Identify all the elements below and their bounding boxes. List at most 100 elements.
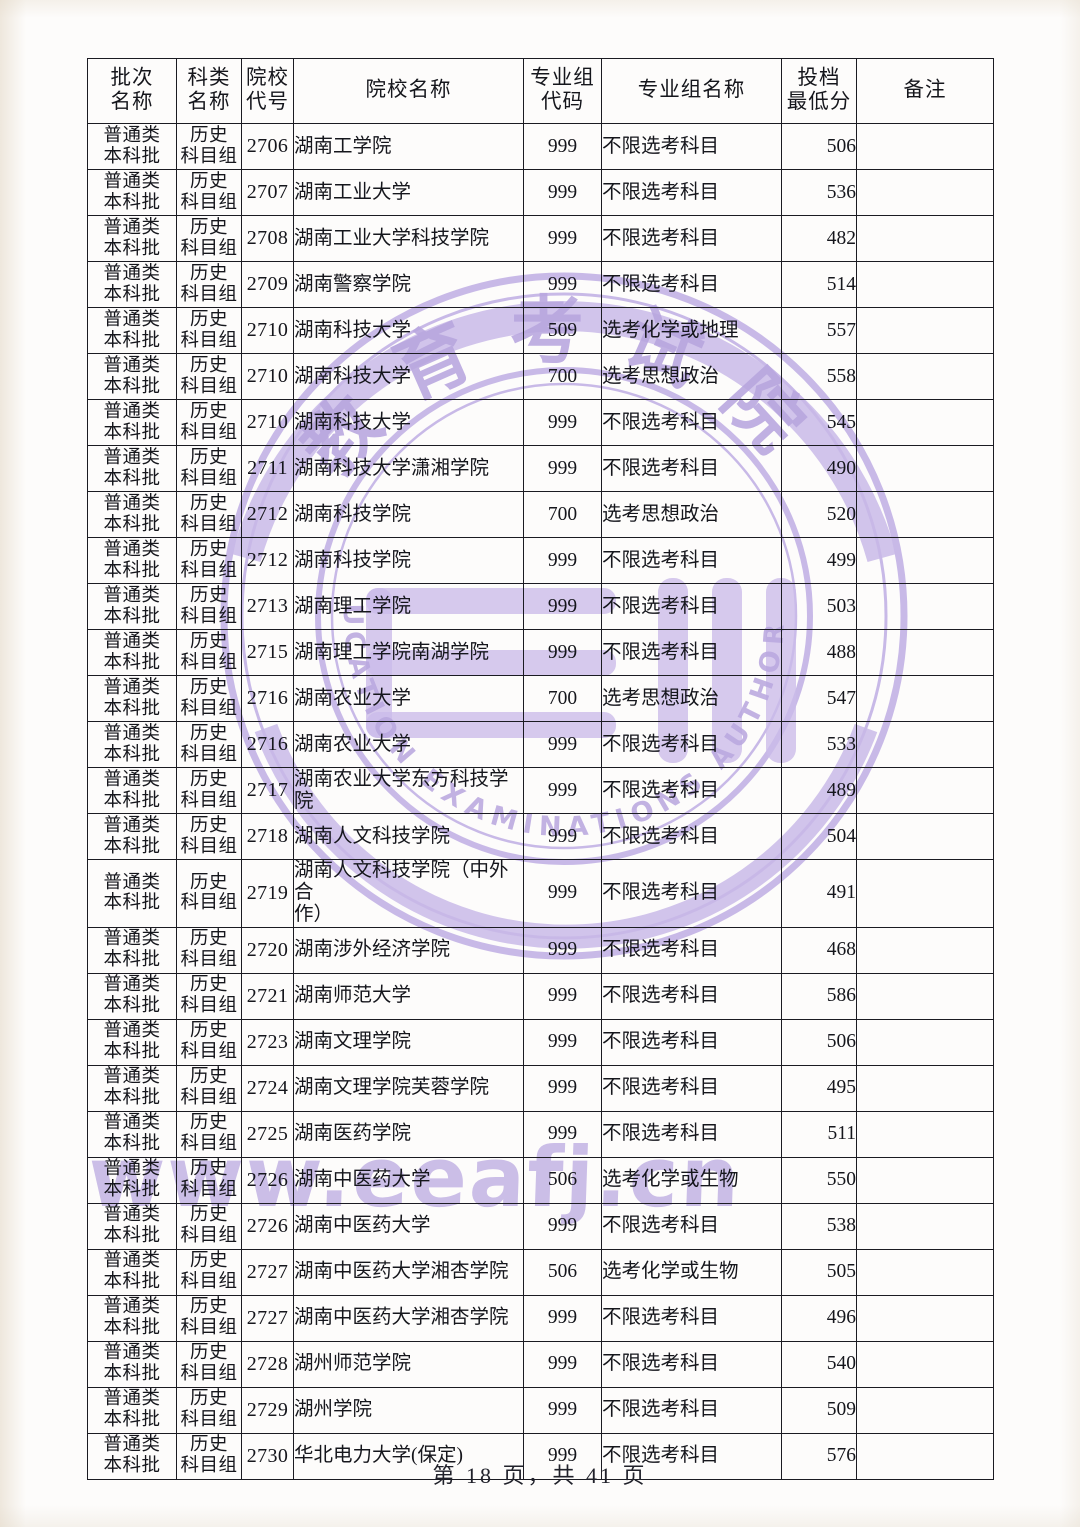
table-row: 普通类 本科批 历史 科目组 2712 湖南科技学院 999 不限选考科目 499 xyxy=(87,537,994,584)
cell-school-code: 2706 xyxy=(241,123,294,170)
cell-school-code: 2712 xyxy=(241,537,294,584)
cell-batch-name: 普通类 本科批 xyxy=(87,1294,177,1342)
col-header-school-code: 院校 代号 xyxy=(241,58,294,124)
cell-remarks xyxy=(856,169,994,216)
cell-major-group-name: 不限选考科目 xyxy=(601,1110,782,1158)
cell-batch-name: 普通类 本科批 xyxy=(87,1248,177,1296)
cell-remarks xyxy=(856,1064,994,1112)
cell-subject-name: 历史 科目组 xyxy=(176,675,242,722)
cell-major-group-code: 999 xyxy=(523,399,602,446)
col-header-major-group-code: 专业组 代码 xyxy=(523,58,602,124)
cell-min-score: 495 xyxy=(781,1064,857,1112)
admission-score-table: 批次 名称 科类 名称 院校 代号 院校名称 专业组 代码 xyxy=(87,58,994,1480)
cell-batch-name: 普通类 本科批 xyxy=(87,353,177,400)
cell-school-code: 2721 xyxy=(241,972,294,1020)
cell-min-score: 506 xyxy=(781,123,857,170)
cell-subject-name: 历史 科目组 xyxy=(176,491,242,538)
cell-subject-name: 历史 科目组 xyxy=(176,169,242,216)
table-row: 普通类 本科批 历史 科目组 2710 湖南科技大学 999 不限选考科目 545 xyxy=(87,399,994,446)
table-row: 普通类 本科批 历史 科目组 2717 湖南农业大学东方科技学院 999 不限选考科目 489 xyxy=(87,767,994,814)
cell-subject-name: 历史 科目组 xyxy=(176,1018,242,1066)
cell-school-name: 湖南师范大学 xyxy=(293,972,524,1020)
cell-batch-name: 普通类 本科批 xyxy=(87,583,177,630)
cell-min-score: 547 xyxy=(781,675,857,722)
cell-school-code: 2718 xyxy=(241,813,294,860)
cell-major-group-code: 999 xyxy=(523,123,602,170)
cell-subject-name: 历史 科目组 xyxy=(176,1156,242,1204)
table-row: 普通类 本科批 历史 科目组 2716 湖南农业大学 700 选考思想政治 547 xyxy=(87,675,994,722)
cell-school-name: 湖南农业大学 xyxy=(293,675,524,722)
cell-remarks xyxy=(856,353,994,400)
table-body: 普通类 本科批 历史 科目组 2706 湖南工学院 999 不限选考科目 506 普通类 本科批 历史… xyxy=(87,123,994,1480)
col-header-remarks: 备注 xyxy=(856,58,994,124)
cell-remarks xyxy=(856,1156,994,1204)
table-header: 批次 名称 科类 名称 院校 代号 院校名称 专业组 代码 xyxy=(87,58,994,124)
cell-major-group-code: 999 xyxy=(523,1386,602,1434)
cell-min-score: 506 xyxy=(781,1018,857,1066)
cell-subject-name: 历史 科目组 xyxy=(176,859,242,928)
cell-major-group-name: 不限选考科目 xyxy=(601,721,782,768)
cell-subject-name: 历史 科目组 xyxy=(176,537,242,584)
cell-school-name: 湖南科技大学 xyxy=(293,353,524,400)
cell-batch-name: 普通类 本科批 xyxy=(87,261,177,308)
cell-min-score: 499 xyxy=(781,537,857,584)
cell-min-score: 482 xyxy=(781,215,857,262)
score-table-container: 批次 名称 科类 名称 院校 代号 院校名称 专业组 代码 xyxy=(87,58,994,1480)
cell-major-group-name: 不限选考科目 xyxy=(601,1340,782,1388)
table-row: 普通类 本科批 历史 科目组 2712 湖南科技学院 700 选考思想政治 520 xyxy=(87,491,994,538)
cell-subject-name: 历史 科目组 xyxy=(176,261,242,308)
cell-major-group-code: 999 xyxy=(523,721,602,768)
cell-major-group-name: 选考化学或生物 xyxy=(601,1248,782,1296)
cell-major-group-code: 999 xyxy=(523,1340,602,1388)
cell-major-group-name: 不限选考科目 xyxy=(601,972,782,1020)
cell-major-group-name: 不限选考科目 xyxy=(601,813,782,860)
cell-batch-name: 普通类 本科批 xyxy=(87,537,177,584)
cell-school-name: 湖南警察学院 xyxy=(293,261,524,308)
cell-batch-name: 普通类 本科批 xyxy=(87,307,177,354)
cell-batch-name: 普通类 本科批 xyxy=(87,721,177,768)
cell-min-score: 489 xyxy=(781,767,857,814)
cell-remarks xyxy=(856,261,994,308)
cell-remarks xyxy=(856,721,994,768)
cell-remarks xyxy=(856,1110,994,1158)
cell-subject-name: 历史 科目组 xyxy=(176,1110,242,1158)
cell-remarks xyxy=(856,926,994,974)
cell-min-score: 504 xyxy=(781,813,857,860)
cell-school-name: 湖州学院 xyxy=(293,1386,524,1434)
table-row: 普通类 本科批 历史 科目组 2725 湖南医药学院 999 不限选考科目 511 xyxy=(87,1110,994,1158)
cell-subject-name: 历史 科目组 xyxy=(176,1064,242,1112)
cell-remarks xyxy=(856,813,994,860)
cell-school-code: 2726 xyxy=(241,1202,294,1250)
cell-major-group-name: 不限选考科目 xyxy=(601,629,782,676)
cell-major-group-code: 999 xyxy=(523,537,602,584)
cell-min-score: 491 xyxy=(781,859,857,928)
cell-school-code: 2725 xyxy=(241,1110,294,1158)
cell-batch-name: 普通类 本科批 xyxy=(87,1386,177,1434)
cell-min-score: 536 xyxy=(781,169,857,216)
cell-school-code: 2717 xyxy=(241,767,294,814)
table-row: 普通类 本科批 历史 科目组 2723 湖南文理学院 999 不限选考科目 506 xyxy=(87,1018,994,1066)
cell-major-group-code: 700 xyxy=(523,491,602,538)
cell-major-group-name: 选考化学或生物 xyxy=(601,1156,782,1204)
cell-major-group-name: 不限选考科目 xyxy=(601,169,782,216)
cell-remarks xyxy=(856,491,994,538)
cell-major-group-code: 999 xyxy=(523,445,602,492)
table-row: 普通类 本科批 历史 科目组 2708 湖南工业大学科技学院 999 不限选考科目 482 xyxy=(87,215,994,262)
cell-school-name: 湖南人文科技学院 xyxy=(293,813,524,860)
cell-school-code: 2711 xyxy=(241,445,294,492)
cell-school-code: 2710 xyxy=(241,399,294,446)
cell-batch-name: 普通类 本科批 xyxy=(87,1064,177,1112)
cell-school-code: 2716 xyxy=(241,675,294,722)
cell-school-code: 2710 xyxy=(241,353,294,400)
cell-remarks xyxy=(856,1248,994,1296)
cell-batch-name: 普通类 本科批 xyxy=(87,926,177,974)
cell-school-code: 2720 xyxy=(241,926,294,974)
cell-min-score: 505 xyxy=(781,1248,857,1296)
cell-min-score: 533 xyxy=(781,721,857,768)
cell-major-group-name: 不限选考科目 xyxy=(601,926,782,974)
cell-subject-name: 历史 科目组 xyxy=(176,813,242,860)
table-row: 普通类 本科批 历史 科目组 2711 湖南科技大学潇湘学院 999 不限选考科目 490 xyxy=(87,445,994,492)
cell-major-group-name: 不限选考科目 xyxy=(601,1064,782,1112)
cell-school-name: 湖南文理学院芙蓉学院 xyxy=(293,1064,524,1112)
table-row: 普通类 本科批 历史 科目组 2715 湖南理工学院南湖学院 999 不限选考科目 488 xyxy=(87,629,994,676)
